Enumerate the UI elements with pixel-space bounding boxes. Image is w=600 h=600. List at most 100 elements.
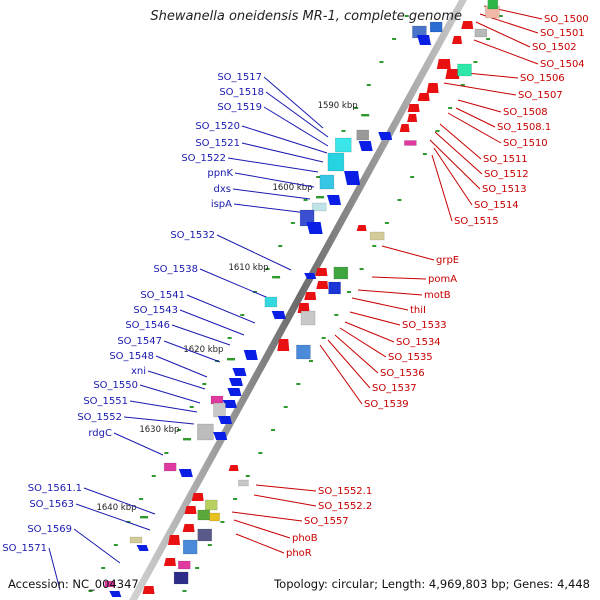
gene-arrow [163,558,176,566]
gene-label-left[interactable]: ispA [211,199,232,210]
gene-label-left[interactable]: SO_1550 [93,380,138,391]
gene-label-left[interactable]: SO_1569 [27,524,72,535]
gene-arrow [445,69,460,79]
tick-mark [334,314,339,316]
gene-label-left[interactable]: SO_1543 [133,305,178,316]
gene-arrow [378,132,393,140]
gene-label-right[interactable]: SO_1533 [402,320,447,331]
gene-label-left[interactable]: SO_1518 [219,87,264,98]
topology-text: Topology: circular; Length: 4,969,803 bp… [274,577,590,591]
gene-label-left[interactable]: SO_1532 [170,230,215,241]
gene-label-right[interactable]: grpE [436,255,459,266]
gene-label-left[interactable]: SO_1563 [29,499,74,510]
gene-label-right[interactable]: SO_1514 [474,200,519,211]
gene-block [213,402,226,418]
tick-mark [341,130,346,132]
gene-label-right[interactable]: SO_1504 [540,59,585,70]
gene-block [173,571,189,585]
gene-block [356,129,370,141]
gene-label-left[interactable]: SO_1519 [217,102,262,113]
gene-label-right[interactable]: SO_1508 [503,107,548,118]
gene-label-right[interactable]: SO_1510 [503,138,548,149]
label-leader [263,76,324,129]
gene-label-left[interactable]: SO_1548 [109,351,154,362]
tick-mark [189,406,194,408]
label-leader [434,131,483,175]
label-leader [155,355,208,378]
gene-label-right[interactable]: SO_1511 [483,154,528,165]
gene-label-left[interactable]: SO_1547 [117,336,162,347]
gene-label-left[interactable]: SO_1517 [217,72,262,83]
gene-label-left[interactable]: SO_1520 [195,121,240,132]
gene-label-right[interactable]: SO_1552.1 [318,486,372,497]
gene-label-left[interactable]: ppnK [207,168,233,179]
gene-label-right[interactable]: thiI [410,305,426,316]
gene-label-left[interactable]: SO_1521 [195,138,240,149]
gene-label-right[interactable]: phoR [286,548,312,559]
gene-label-left[interactable]: SO_1561.1 [28,483,82,494]
gene-label-right[interactable]: SO_1535 [388,352,433,363]
label-leader [48,547,61,591]
accession-text: Accession: NC_004347 [8,577,139,591]
gene-label-right[interactable]: SO_1537 [372,383,417,394]
gene-arrow [304,273,317,279]
gene-label-right[interactable]: SO_1502 [532,42,577,53]
gene-arrow [304,292,317,300]
gene-label-left[interactable]: SO_1571 [2,543,47,554]
gene-label-right[interactable]: pomA [428,274,457,285]
gene-label-right[interactable]: SO_1506 [520,73,565,84]
tick-mark [265,268,270,270]
gene-label-right[interactable]: SO_1501 [540,28,585,39]
gene-label-left[interactable]: rdgC [88,428,112,439]
gene-block [328,281,341,295]
label-leader [253,494,317,507]
gene-label-left[interactable]: SO_1551 [83,396,128,407]
gene-label-right[interactable]: SO_1507 [518,90,563,101]
gene-arrow [344,171,361,185]
tick-mark [177,429,182,431]
tick-mark [245,475,250,477]
gene-label-left[interactable]: SO_1522 [181,153,226,164]
label-leader [241,125,328,154]
gene-label-right[interactable]: SO_1500 [544,14,589,25]
gene-label-left[interactable]: SO_1541 [140,290,185,301]
gene-block [487,0,499,10]
gene-label-right[interactable]: SO_1515 [454,216,499,227]
gene-label-right[interactable]: phoB [292,533,318,544]
gene-arrow [136,545,149,551]
label-leader [139,384,201,404]
gene-label-right[interactable]: SO_1539 [364,399,409,410]
gene-block [197,423,214,441]
tick-mark [473,61,478,63]
label-leader [235,533,285,554]
gene-label-left[interactable]: SO_1538 [153,264,198,275]
gene-label-right[interactable]: SO_1508.1 [497,122,551,133]
gene-label-right[interactable]: SO_1534 [396,337,441,348]
gene-label-right[interactable]: SO_1552.2 [318,501,372,512]
gene-arrow [222,400,237,408]
gene-label-right[interactable]: motB [424,290,451,301]
gene-label-left[interactable]: xni [131,366,146,377]
scale-tick [183,438,191,441]
tick-mark [139,498,144,500]
scale-tick [140,516,149,519]
gene-label-left[interactable]: SO_1546 [125,320,170,331]
label-leader [455,107,496,128]
gene-label-right[interactable]: SO_1513 [482,184,527,195]
gene-label-right[interactable]: SO_1557 [304,516,349,527]
label-leader [231,511,303,522]
label-leader [199,268,274,301]
tick-mark [354,107,359,109]
gene-label-right[interactable]: SO_1536 [380,368,425,379]
gene-label-left[interactable]: SO_1552 [77,412,122,423]
scale-tick [316,196,325,199]
label-leader [216,234,292,271]
gene-arrow [227,388,242,396]
tick-mark [316,176,321,178]
label-leader [232,188,311,200]
gene-label-right[interactable]: SO_1512 [484,169,529,180]
gene-label-left[interactable]: dxs [214,184,231,195]
gene-block [333,266,349,280]
gene-arrow [407,104,420,112]
